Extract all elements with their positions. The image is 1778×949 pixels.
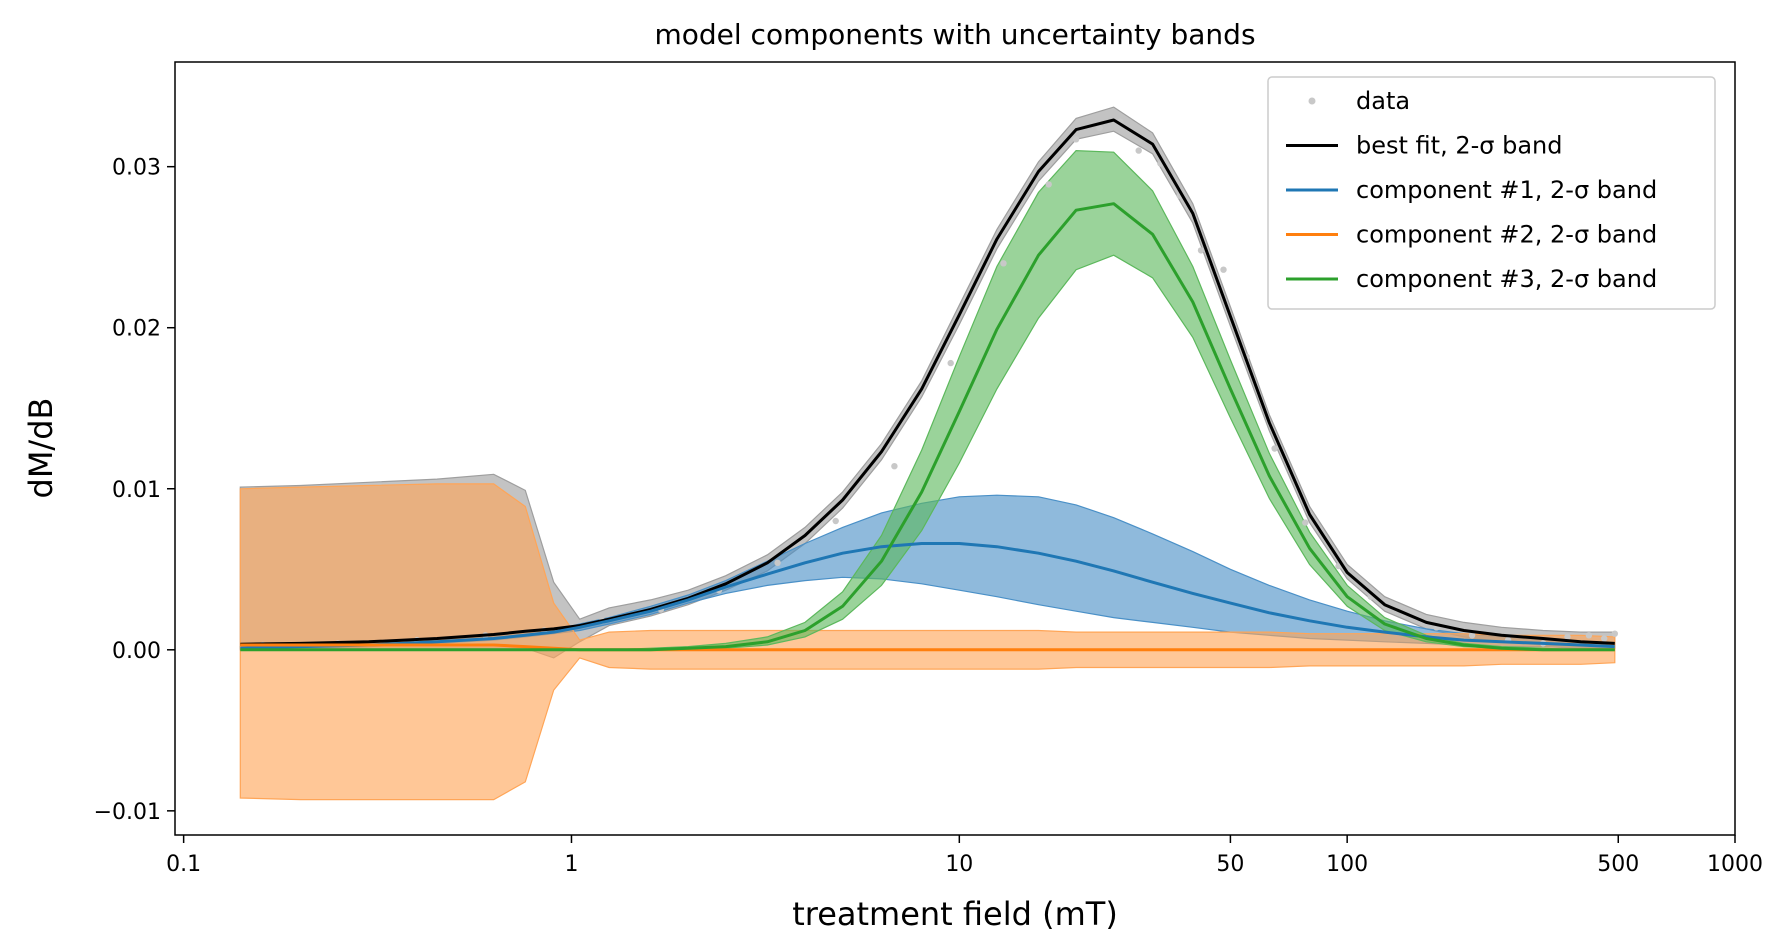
x-tick-label: 1 <box>564 852 578 877</box>
data-point <box>1072 136 1080 143</box>
legend-label: component #1, 2-σ band <box>1356 176 1657 204</box>
legend-label: component #2, 2-σ band <box>1356 221 1657 249</box>
legend-label: data <box>1356 87 1410 115</box>
data-point <box>1302 519 1309 526</box>
legend: data best fit, 2-σ band component #1, 2-σ … <box>1267 76 1716 310</box>
y-axis-ticks: −0.01 0.00 0.01 0.02 0.03 <box>94 156 175 825</box>
line-series-1 <box>240 542 1615 650</box>
data-point <box>1220 266 1227 273</box>
legend-item-4: component #3, 2-σ band <box>1286 265 1657 293</box>
data-point <box>1197 247 1205 254</box>
x-tick-label: 100 <box>1326 852 1368 877</box>
legend-label: component #3, 2-σ band <box>1356 265 1657 293</box>
y-tick-label: 0.03 <box>112 156 161 181</box>
x-tick-label: 500 <box>1597 852 1639 877</box>
x-tick-label: 1000 <box>1707 852 1763 877</box>
y-tick-label: 0.01 <box>112 478 161 503</box>
x-axis-label: treatment field (mT) <box>792 895 1118 933</box>
chart-title: model components with uncertainty bands <box>654 18 1255 51</box>
line-series-0 <box>240 118 1615 646</box>
line-series-2 <box>240 643 1615 652</box>
y-tick-label: 0.02 <box>112 317 161 342</box>
x-tick-label: 10 <box>945 852 973 877</box>
legend-marker <box>1308 97 1316 105</box>
data-point <box>774 559 781 566</box>
data-point <box>1000 260 1007 267</box>
data-point <box>1564 633 1571 641</box>
data-point <box>1271 445 1278 452</box>
legend-item-2: component #1, 2-σ band <box>1286 176 1657 204</box>
band-series-2 <box>239 483 1616 801</box>
data-point <box>1045 181 1052 188</box>
data-point <box>891 463 898 470</box>
x-tick-label: 50 <box>1216 852 1244 877</box>
data-point <box>1468 632 1476 639</box>
y-tick-label: 0.00 <box>112 639 161 664</box>
line-series-3 <box>240 202 1615 652</box>
data-point <box>832 517 839 525</box>
data-point <box>1135 147 1142 154</box>
legend-item-3: component #2, 2-σ band <box>1286 221 1657 249</box>
x-axis-ticks: 0.1 1 10 50 100 500 1000 <box>166 835 1763 877</box>
legend-label: best fit, 2-σ band <box>1356 132 1562 160</box>
data-point <box>1611 630 1619 637</box>
legend-item-1: best fit, 2-σ band <box>1286 132 1562 160</box>
y-tick-label: −0.01 <box>94 800 161 825</box>
data-point <box>1585 632 1593 639</box>
lines-layer <box>240 118 1615 652</box>
data-point <box>1335 562 1342 570</box>
x-tick-label: 0.1 <box>166 852 201 877</box>
y-axis-label: dM/dB <box>22 398 60 499</box>
data-point <box>947 359 954 367</box>
plot-frame <box>174 61 1736 836</box>
data-point <box>1601 635 1608 642</box>
data-point <box>1096 124 1103 132</box>
band-series-3 <box>240 149 1615 651</box>
bands-layer <box>239 106 1616 801</box>
legend-frame <box>1267 76 1716 310</box>
legend-item-0: data <box>1308 87 1410 115</box>
